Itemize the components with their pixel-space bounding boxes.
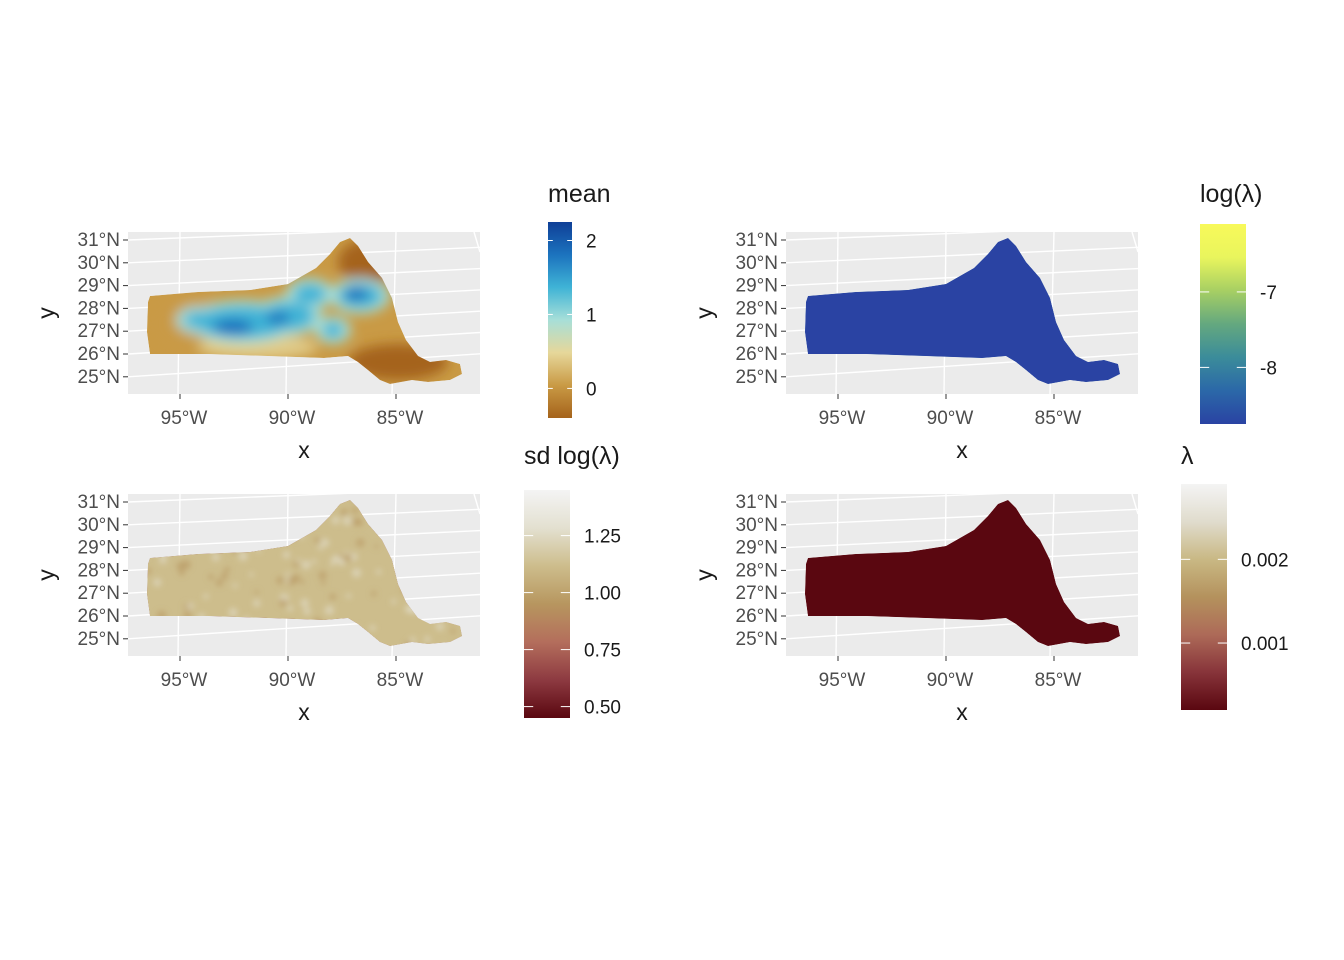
x-axis-title: x (298, 437, 310, 463)
field-loglambda (805, 238, 1120, 384)
lat-tick-label: 27°N (78, 583, 120, 604)
legend-tick-label: 1.25 (584, 527, 621, 548)
colorbar (1200, 224, 1246, 424)
lat-tick-label: 25°N (78, 629, 120, 650)
legend-sdloglambda: 1.25 1.00 0.75 0.50 sd log(λ) (524, 442, 621, 719)
x-axis-title: x (298, 699, 310, 725)
lon-tick-label: 95°W (161, 670, 208, 691)
lon-axis: 95°W 90°W 85°W (819, 394, 1082, 429)
y-axis-title: y (33, 307, 59, 319)
legend-title: log(λ) (1200, 180, 1263, 208)
lat-axis: 31°N30°N29°N28°N27°N26°N25°N (78, 492, 128, 650)
legend-title: sd log(λ) (524, 442, 620, 470)
lat-tick-label: 25°N (78, 367, 120, 388)
lat-axis: 31°N30°N29°N28°N27°N26°N25°N (736, 230, 786, 388)
map-panel-sdloglambda: 31°N30°N29°N28°N27°N26°N25°N 95°W 90°W 85°W… (33, 487, 481, 725)
legend-title: λ (1181, 442, 1194, 470)
legend-tick-label: 2 (586, 231, 597, 252)
lon-tick-label: 85°W (1035, 670, 1082, 691)
colorbar (524, 490, 570, 718)
lat-tick-label: 28°N (736, 298, 778, 319)
lat-tick-label: 29°N (78, 276, 120, 297)
legend-tick-label: -8 (1260, 358, 1277, 379)
y-axis-title: y (691, 569, 717, 581)
legend-tick-label: 0 (586, 379, 597, 400)
lat-tick-label: 26°N (736, 606, 778, 627)
lat-tick-label: 29°N (736, 276, 778, 297)
lat-tick-label: 26°N (736, 344, 778, 365)
lat-tick-label: 31°N (736, 492, 778, 513)
legend-tick-label: 0.50 (584, 698, 621, 719)
field-sdloglambda (147, 500, 462, 646)
x-axis-title: x (956, 699, 968, 725)
y-axis-title: y (33, 569, 59, 581)
legend-loglambda: -7 -8 log(λ) (1200, 180, 1277, 424)
lon-tick-label: 85°W (377, 408, 424, 429)
lon-tick-label: 90°W (927, 408, 974, 429)
lat-tick-label: 26°N (78, 344, 120, 365)
lat-axis: 31°N30°N29°N28°N27°N26°N25°N (78, 230, 128, 388)
x-axis-title: x (956, 437, 968, 463)
lat-axis: 31°N30°N29°N28°N27°N26°N25°N (736, 492, 786, 650)
lon-tick-label: 85°W (377, 670, 424, 691)
lat-tick-label: 25°N (736, 367, 778, 388)
map-panel-lambda: 31°N30°N29°N28°N27°N26°N25°N 95°W 90°W 85°W… (691, 487, 1139, 725)
lon-tick-label: 95°W (819, 670, 866, 691)
legend-tick-label: 0.002 (1241, 550, 1289, 571)
lat-tick-label: 27°N (736, 321, 778, 342)
lon-tick-label: 85°W (1035, 408, 1082, 429)
legend-tick-label: 0.75 (584, 641, 621, 662)
colorbar (1181, 484, 1227, 710)
lon-axis: 95°W 90°W 85°W (161, 394, 424, 429)
field-lambda (805, 500, 1120, 646)
lat-tick-label: 25°N (736, 629, 778, 650)
lat-tick-label: 30°N (736, 253, 778, 274)
lat-tick-label: 30°N (736, 515, 778, 536)
legend-tick-label: 0.001 (1241, 634, 1289, 655)
lon-tick-label: 95°W (161, 408, 208, 429)
lon-axis: 95°W 90°W 85°W (819, 656, 1082, 691)
legend-lambda: 0.002 0.001 λ (1181, 442, 1289, 710)
lat-tick-label: 28°N (736, 560, 778, 581)
map-panel-mean: 31°N30°N29°N28°N27°N26°N25°N 95°W 90°W 85°W… (33, 225, 481, 463)
legend-title: mean (548, 180, 611, 208)
lat-tick-label: 29°N (736, 538, 778, 559)
lat-tick-label: 27°N (78, 321, 120, 342)
legend-mean: 2 1 0 mean (548, 180, 611, 418)
lat-tick-label: 27°N (736, 583, 778, 604)
legend-tick-label: 1.00 (584, 584, 621, 605)
lat-tick-label: 29°N (78, 538, 120, 559)
lat-tick-label: 31°N (78, 492, 120, 513)
lat-tick-label: 31°N (736, 230, 778, 251)
lat-tick-label: 31°N (78, 230, 120, 251)
lon-tick-label: 90°W (269, 670, 316, 691)
lat-tick-label: 30°N (78, 515, 120, 536)
legend-tick-label: 1 (586, 305, 597, 326)
lon-tick-label: 95°W (819, 408, 866, 429)
legend-tick-label: -7 (1260, 283, 1277, 304)
y-axis-title: y (691, 307, 717, 319)
map-panel-loglambda: 31°N30°N29°N28°N27°N26°N25°N 95°W 90°W 85°W… (691, 225, 1139, 463)
lat-tick-label: 28°N (78, 560, 120, 581)
lat-tick-label: 30°N (78, 253, 120, 274)
lon-axis: 95°W 90°W 85°W (161, 656, 424, 691)
lon-tick-label: 90°W (927, 670, 974, 691)
lat-tick-label: 28°N (78, 298, 120, 319)
lon-tick-label: 90°W (269, 408, 316, 429)
lat-tick-label: 26°N (78, 606, 120, 627)
colorbar (548, 222, 572, 418)
